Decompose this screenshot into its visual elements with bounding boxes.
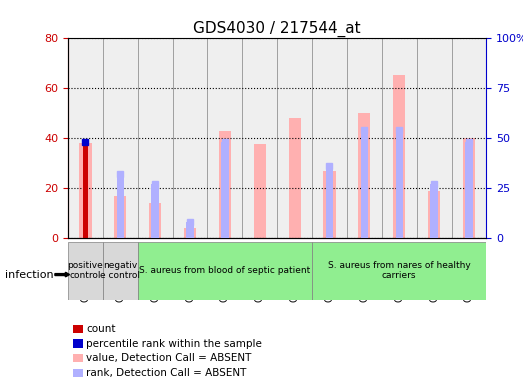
Bar [358, 113, 370, 238]
Bar [68, 38, 103, 238]
Bar [382, 38, 417, 238]
Bar [312, 38, 347, 238]
Text: S. aureus from nares of healthy
carriers: S. aureus from nares of healthy carriers [328, 261, 471, 280]
FancyBboxPatch shape [103, 242, 138, 300]
Bar [428, 190, 440, 238]
Bar [326, 166, 333, 238]
Text: S. aureus from blood of septic patient: S. aureus from blood of septic patient [139, 266, 311, 275]
Bar [242, 38, 277, 238]
Bar [173, 38, 208, 238]
Bar [323, 170, 336, 238]
Bar [208, 38, 242, 238]
Bar [395, 130, 403, 238]
Text: count: count [86, 324, 116, 334]
Bar [463, 138, 475, 238]
FancyBboxPatch shape [312, 242, 486, 300]
Bar [221, 142, 229, 238]
Bar [361, 130, 368, 238]
Bar [393, 74, 405, 238]
Text: positive
control: positive control [67, 261, 104, 280]
Text: rank, Detection Call = ABSENT: rank, Detection Call = ABSENT [86, 368, 247, 378]
Bar [117, 174, 124, 238]
Bar [83, 143, 88, 238]
Bar [103, 38, 138, 238]
Text: infection: infection [5, 270, 54, 280]
Text: negativ
e control: negativ e control [100, 261, 140, 280]
FancyBboxPatch shape [138, 242, 312, 300]
Bar [417, 38, 451, 238]
Text: value, Detection Call = ABSENT: value, Detection Call = ABSENT [86, 353, 252, 363]
Bar [186, 222, 194, 238]
Bar [152, 184, 159, 238]
Bar [347, 38, 382, 238]
FancyBboxPatch shape [68, 242, 103, 300]
Bar [219, 131, 231, 238]
Bar [430, 184, 438, 238]
Bar [79, 143, 92, 238]
Bar [184, 228, 196, 238]
Bar [138, 38, 173, 238]
Bar [114, 195, 127, 238]
Bar [277, 38, 312, 238]
Bar [289, 118, 301, 238]
Title: GDS4030 / 217544_at: GDS4030 / 217544_at [194, 21, 361, 37]
Bar [451, 38, 486, 238]
Bar [149, 203, 161, 238]
Bar [465, 142, 473, 238]
Bar [254, 144, 266, 238]
Text: percentile rank within the sample: percentile rank within the sample [86, 339, 262, 349]
